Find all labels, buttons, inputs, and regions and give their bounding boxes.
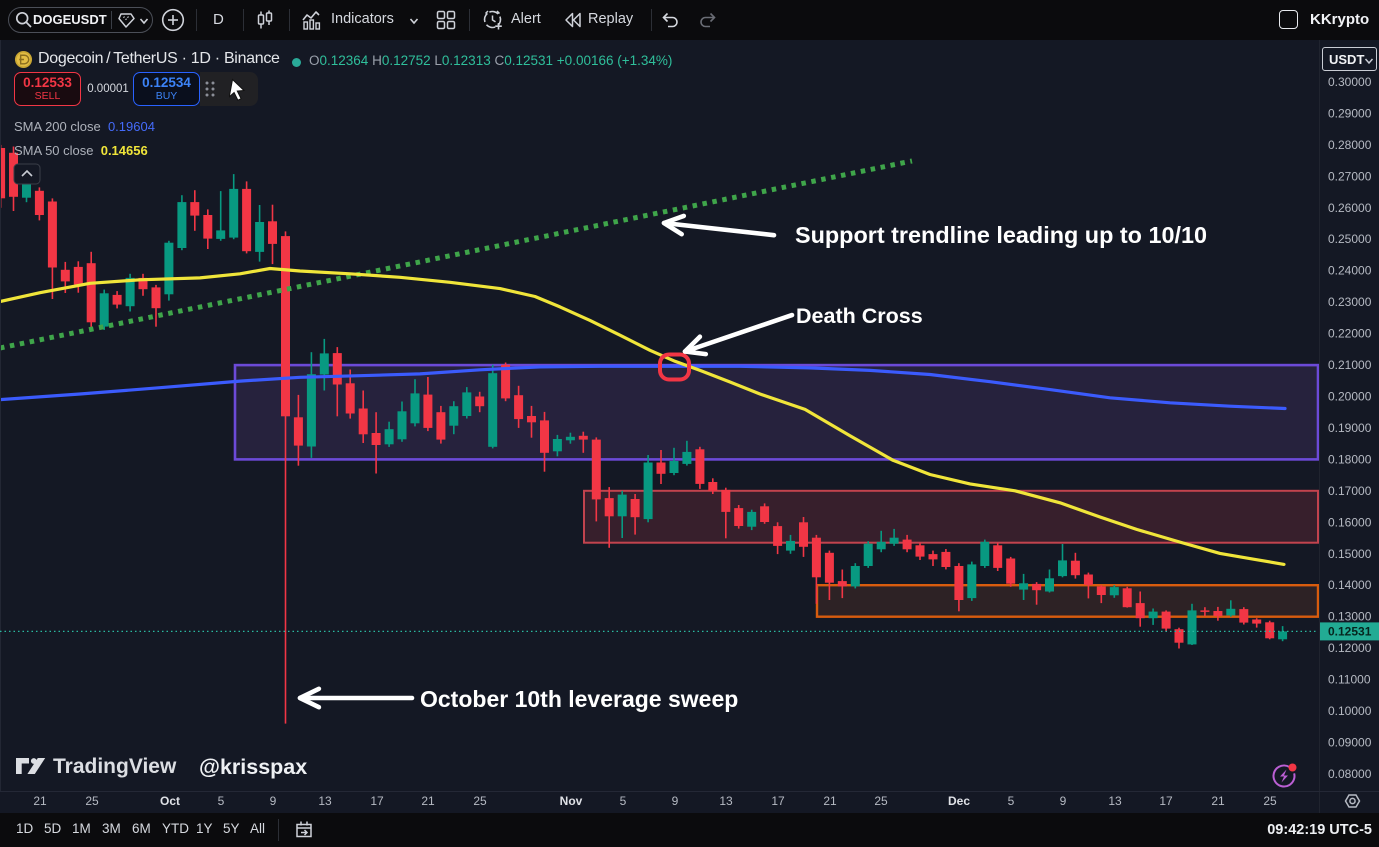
svg-text:25: 25 xyxy=(85,794,99,808)
svg-text:0.20000: 0.20000 xyxy=(1328,390,1372,404)
svg-text:17: 17 xyxy=(370,794,384,808)
svg-text:TradingView: TradingView xyxy=(53,755,177,778)
svg-text:25: 25 xyxy=(1263,794,1277,808)
svg-text:0.28000: 0.28000 xyxy=(1328,138,1372,152)
svg-text:Death Cross: Death Cross xyxy=(796,304,923,328)
svg-text:0.14000: 0.14000 xyxy=(1328,578,1372,592)
svg-text:0.29000: 0.29000 xyxy=(1328,107,1372,121)
svg-text:9: 9 xyxy=(1060,794,1067,808)
svg-text:21: 21 xyxy=(33,794,47,808)
svg-text:5: 5 xyxy=(218,794,225,808)
svg-text:0.25000: 0.25000 xyxy=(1328,232,1372,246)
svg-text:0.10000: 0.10000 xyxy=(1328,704,1372,718)
svg-text:0.09000: 0.09000 xyxy=(1328,735,1372,749)
svg-text:0.27000: 0.27000 xyxy=(1328,169,1372,183)
svg-text:October 10th leverage sweep: October 10th leverage sweep xyxy=(420,686,738,712)
svg-text:13: 13 xyxy=(318,794,332,808)
svg-text:25: 25 xyxy=(874,794,888,808)
svg-text:0.15000: 0.15000 xyxy=(1328,547,1372,561)
svg-text:17: 17 xyxy=(1159,794,1173,808)
svg-text:0.22000: 0.22000 xyxy=(1328,327,1372,341)
svg-text:0.13000: 0.13000 xyxy=(1328,610,1372,624)
svg-text:0.30000: 0.30000 xyxy=(1328,75,1372,89)
svg-text:Oct: Oct xyxy=(160,794,180,808)
svg-text:Nov: Nov xyxy=(560,794,583,808)
svg-text:13: 13 xyxy=(719,794,733,808)
svg-text:9: 9 xyxy=(672,794,679,808)
svg-text:0.18000: 0.18000 xyxy=(1328,452,1372,466)
svg-text:9: 9 xyxy=(270,794,277,808)
svg-text:5: 5 xyxy=(1008,794,1015,808)
svg-text:5: 5 xyxy=(620,794,627,808)
svg-text:21: 21 xyxy=(823,794,837,808)
svg-text:0.08000: 0.08000 xyxy=(1328,767,1372,781)
svg-text:13: 13 xyxy=(1108,794,1122,808)
svg-text:0.21000: 0.21000 xyxy=(1328,358,1372,372)
svg-text:21: 21 xyxy=(421,794,435,808)
svg-text:0.12000: 0.12000 xyxy=(1328,641,1372,655)
svg-text:Dec: Dec xyxy=(948,794,970,808)
svg-text:25: 25 xyxy=(473,794,487,808)
svg-text:0.16000: 0.16000 xyxy=(1328,515,1372,529)
svg-text:0.12531: 0.12531 xyxy=(1328,625,1372,639)
svg-text:0.11000: 0.11000 xyxy=(1328,673,1371,687)
svg-text:17: 17 xyxy=(771,794,785,808)
svg-text:@krisspax: @krisspax xyxy=(199,755,307,779)
svg-text:0.26000: 0.26000 xyxy=(1328,201,1372,215)
svg-text:21: 21 xyxy=(1211,794,1225,808)
svg-text:0.23000: 0.23000 xyxy=(1328,295,1372,309)
svg-text:Support trendline leading up t: Support trendline leading up to 10/10 xyxy=(795,222,1207,248)
svg-text:0.17000: 0.17000 xyxy=(1328,484,1372,498)
svg-text:0.19000: 0.19000 xyxy=(1328,421,1372,435)
svg-text:0.24000: 0.24000 xyxy=(1328,264,1372,278)
